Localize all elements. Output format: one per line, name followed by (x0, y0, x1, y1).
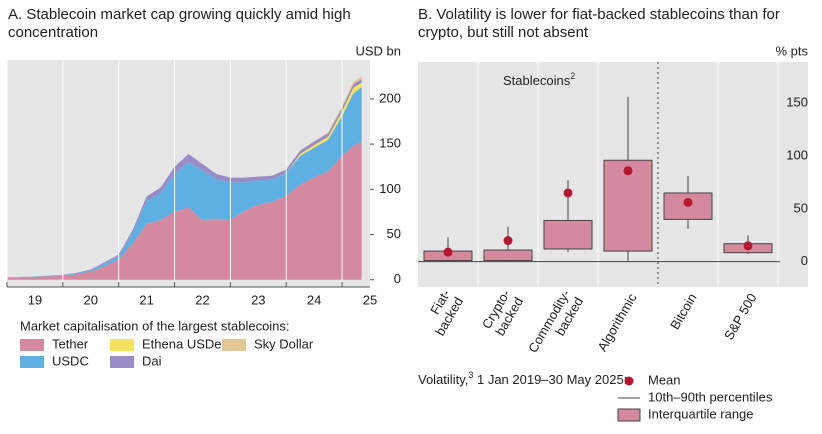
y-unit: USD bn (355, 43, 401, 58)
x-tick-label: 23 (251, 292, 265, 307)
legend-title-rest: 1 Jan 2019–30 May 2025: (473, 372, 627, 387)
area (7, 87, 362, 278)
box (603, 159, 653, 252)
mean-dot (503, 236, 513, 246)
legend-label: Ethena USDe (142, 336, 222, 351)
legend-mean (624, 376, 634, 386)
mean-dot (683, 197, 693, 207)
area (7, 142, 362, 280)
x-tick-label: Commodity-backed (525, 287, 586, 363)
panel-b-title: B. Volatility is lower for fiat-backed s… (418, 6, 780, 41)
legend-label: Mean (648, 372, 681, 387)
mean-dot (563, 188, 573, 198)
x-tick-label: Fiat-backed (420, 287, 467, 338)
legend-swatch (222, 339, 246, 351)
legend-title-sup: 3 (468, 370, 473, 380)
legend-label: 10th–90th percentiles (648, 389, 773, 404)
x-tick-label: 25 (363, 292, 377, 307)
panel-a-title: A. Stablecoin market cap growing quickly… (8, 6, 351, 41)
legend-label: Interquartile range (648, 406, 754, 421)
legend-label: USDC (52, 353, 89, 368)
annotation: Stablecoins2 (503, 71, 575, 88)
y-unit: % pts (775, 43, 808, 58)
legend-label: Dai (142, 353, 162, 368)
x-tick-label: Bitcoin (667, 291, 700, 332)
mean-dot (623, 166, 633, 176)
legend-swatch (20, 356, 44, 368)
legend-box (617, 408, 641, 422)
y-tick-label: 100 (786, 147, 808, 162)
annotation-text: Stablecoins (503, 73, 571, 88)
y-tick-label: 50 (387, 226, 401, 241)
y-tick-label: 100 (379, 181, 401, 196)
mean-dot (443, 247, 453, 257)
box (483, 249, 533, 262)
legend-title: Market capitalisation of the largest sta… (20, 318, 290, 333)
legend-label: Tether (52, 336, 89, 351)
legend-swatch (110, 339, 134, 351)
annotation-sup: 2 (570, 71, 575, 81)
legend-swatch (20, 339, 44, 351)
x-tick-label: S&P 500 (721, 291, 760, 343)
x-tick-label: 24 (307, 292, 321, 307)
y-tick-label: 0 (801, 253, 808, 268)
x-tick-label: Algorithmic (594, 290, 639, 354)
legend-swatch (110, 356, 134, 368)
x-tick-label: 20 (84, 292, 98, 307)
y-tick-label: 200 (379, 90, 401, 105)
legend-label: Sky Dollar (254, 336, 314, 351)
legend-title-text: Volatility, (418, 372, 468, 387)
box (543, 219, 593, 250)
x-tick-label: 21 (139, 292, 153, 307)
legend-title: Volatility,3 1 Jan 2019–30 May 2025: (418, 370, 627, 387)
x-tick-label: Crypto-backed (479, 287, 526, 339)
mean-dot (743, 241, 753, 251)
y-tick-label: 50 (794, 200, 808, 215)
x-tick-label: 22 (195, 292, 209, 307)
y-tick-label: 150 (379, 136, 401, 151)
y-tick-label: 0 (394, 271, 401, 286)
y-tick-label: 150 (786, 95, 808, 110)
x-tick-label: 19 (28, 292, 42, 307)
